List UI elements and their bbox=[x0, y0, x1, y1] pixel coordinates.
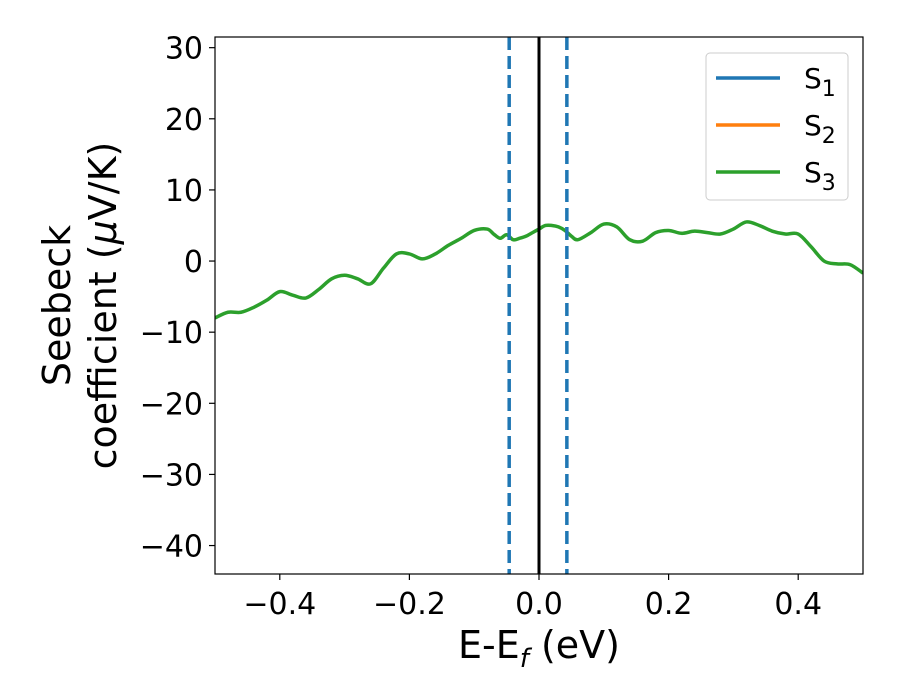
y-axis-label-line2a: coefficient ( bbox=[81, 244, 125, 469]
y-tick-label: −10 bbox=[140, 316, 203, 351]
series-line-s3 bbox=[215, 220, 863, 320]
y-tick-label: −40 bbox=[140, 530, 203, 565]
x-axis-label-main: E-E bbox=[458, 623, 520, 667]
x-tick-label: −0.4 bbox=[243, 587, 316, 622]
plot-area bbox=[215, 37, 863, 574]
x-axis-label-tail: (eV) bbox=[529, 623, 620, 667]
y-tick-label: 0 bbox=[184, 245, 203, 280]
legend-label-s2: S2 bbox=[804, 109, 836, 149]
x-tick-label: 0.2 bbox=[645, 587, 693, 622]
y-tick-label: −20 bbox=[140, 387, 203, 422]
y-tick-label: 10 bbox=[165, 174, 203, 209]
y-axis: 30 20 10 0 −10 −20 −30 −40 bbox=[140, 32, 215, 565]
y-axis-label-line2: coefficient (μV/K) bbox=[81, 142, 125, 470]
x-tick-label: 0.4 bbox=[774, 587, 822, 622]
x-axis: −0.4 −0.2 0.0 0.2 0.4 bbox=[243, 574, 822, 622]
legend: S1 S2 S3 bbox=[705, 52, 849, 201]
x-axis-label: E-Ef (eV) bbox=[458, 623, 620, 674]
y-tick-label: −30 bbox=[140, 458, 203, 493]
y-tick-label: 30 bbox=[165, 32, 203, 67]
legend-label-s1: S1 bbox=[804, 62, 836, 102]
x-tick-label: −0.2 bbox=[373, 587, 446, 622]
y-tick-label: 20 bbox=[165, 103, 203, 138]
legend-label-s3: S3 bbox=[804, 156, 836, 196]
y-axis-label-line1: Seebeck bbox=[35, 225, 79, 386]
y-axis-label-line2b: V/K) bbox=[81, 142, 125, 221]
y-axis-label-mu: μ bbox=[81, 220, 125, 245]
x-tick-label: 0.0 bbox=[515, 587, 563, 622]
y-axis-label: Seebeck coefficient (μV/K) bbox=[35, 142, 125, 470]
